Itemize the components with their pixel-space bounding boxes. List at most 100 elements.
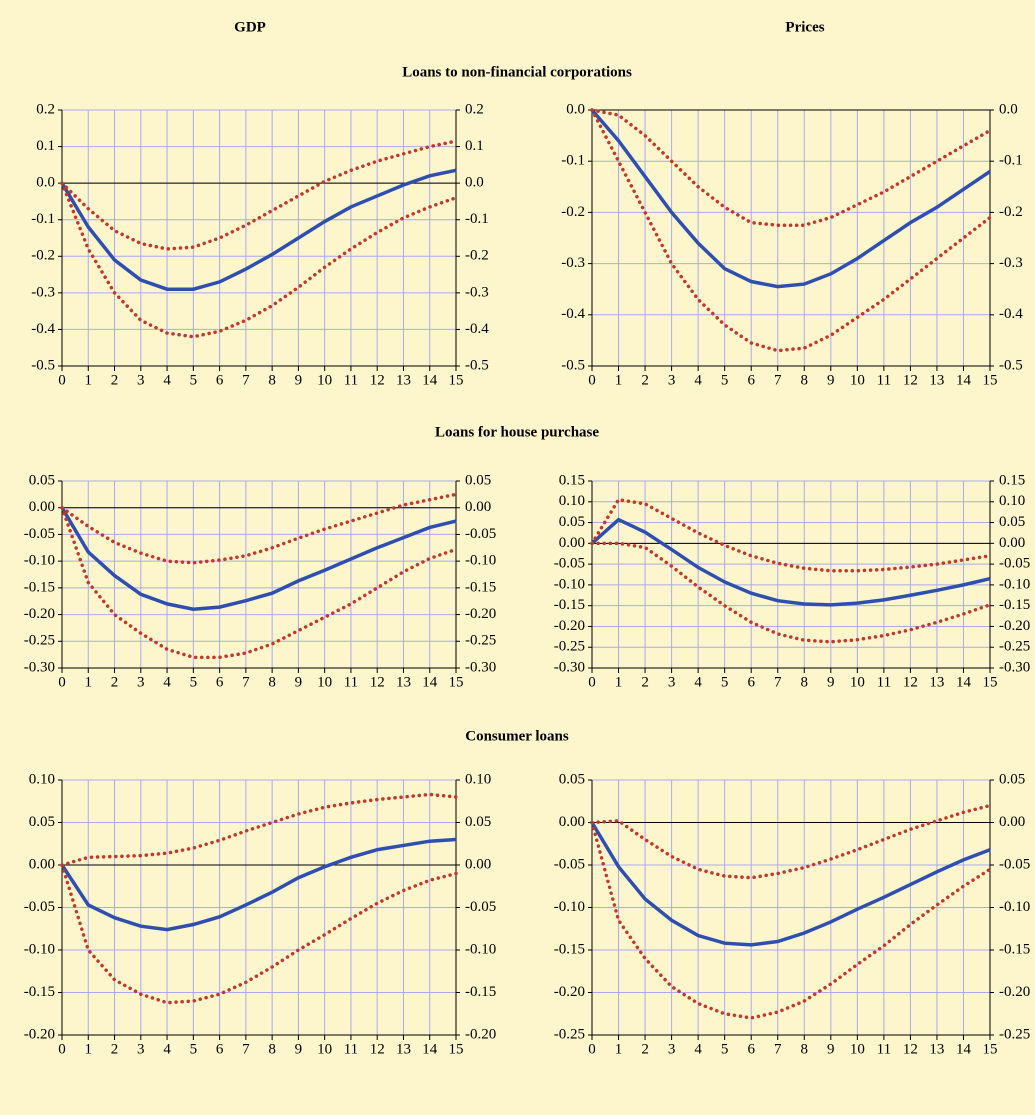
x-tick-label: 5 <box>190 674 198 690</box>
y2-tick-label: -0.5 <box>465 357 489 373</box>
x-tick-label: 13 <box>929 674 944 690</box>
y-tick-label: 0.10 <box>559 493 585 509</box>
x-tick-label: 14 <box>956 1041 972 1057</box>
y-tick-label: 0.00 <box>29 856 55 872</box>
y2-tick-label: 0.05 <box>999 514 1025 530</box>
y2-tick-label: -0.20 <box>999 618 1030 634</box>
series-line <box>590 517 991 607</box>
y-tick-label: -0.25 <box>554 639 585 655</box>
x-tick-label: 2 <box>111 372 119 388</box>
y-tick-label: -0.10 <box>24 553 55 569</box>
y-tick-label: -0.15 <box>554 597 585 613</box>
y2-tick-label: -0.05 <box>999 856 1030 872</box>
y-tick-label: -0.3 <box>31 284 55 300</box>
x-tick-label: 0 <box>58 372 66 388</box>
y-tick-label: -0.15 <box>24 579 55 595</box>
column-title: Prices <box>785 19 824 35</box>
x-tick-label: 12 <box>903 674 918 690</box>
y2-tick-label: 0.0 <box>999 101 1018 117</box>
x-tick-label: 2 <box>111 674 119 690</box>
x-tick-label: 4 <box>163 372 171 388</box>
x-tick-label: 5 <box>190 372 198 388</box>
x-tick-label: 10 <box>317 674 332 690</box>
x-tick-label: 15 <box>983 372 998 388</box>
y2-tick-label: -0.1 <box>999 153 1023 169</box>
y2-tick-label: 0.0 <box>465 175 484 191</box>
y2-tick-label: 0.15 <box>999 472 1025 488</box>
y-tick-label: -0.30 <box>554 659 585 675</box>
y-tick-label: 0.10 <box>29 771 55 787</box>
x-tick-label: 10 <box>850 674 865 690</box>
x-tick-label: 15 <box>449 1041 464 1057</box>
series-line <box>590 541 992 644</box>
y-tick-label: -0.4 <box>31 321 55 337</box>
x-tick-label: 7 <box>242 372 250 388</box>
x-tick-label: 11 <box>344 1041 358 1057</box>
y2-tick-label: -0.10 <box>999 576 1030 592</box>
column-title: GDP <box>234 19 266 35</box>
y-tick-label: 0.05 <box>29 472 55 488</box>
x-tick-label: 9 <box>827 372 835 388</box>
y-tick-label: -0.1 <box>561 153 585 169</box>
row-title: Consumer loans <box>465 728 569 744</box>
y-tick-label: 0.05 <box>29 814 55 830</box>
x-tick-label: 3 <box>668 372 676 388</box>
x-tick-label: 6 <box>216 674 224 690</box>
x-tick-label: 12 <box>903 372 918 388</box>
x-tick-label: 0 <box>588 674 596 690</box>
y2-tick-label: -0.25 <box>465 633 496 649</box>
x-tick-label: 12 <box>370 1041 385 1057</box>
y2-tick-label: -0.30 <box>465 659 496 675</box>
x-tick-label: 9 <box>295 1041 303 1057</box>
x-tick-label: 15 <box>449 674 464 690</box>
x-tick-label: 9 <box>827 674 835 690</box>
series-line <box>60 863 458 1005</box>
x-tick-label: 8 <box>268 372 276 388</box>
y-tick-label: 0.05 <box>559 771 585 787</box>
y2-tick-label: -0.25 <box>999 1026 1030 1042</box>
y-tick-label: -0.10 <box>554 576 585 592</box>
x-tick-label: 9 <box>295 372 303 388</box>
y-tick-label: 0.00 <box>559 814 585 830</box>
x-tick-label: 15 <box>983 674 998 690</box>
x-tick-label: 7 <box>774 674 782 690</box>
y-tick-label: -0.15 <box>554 941 585 957</box>
x-tick-label: 15 <box>983 1041 998 1057</box>
y-tick-label: 0.0 <box>36 175 55 191</box>
series-line <box>60 168 457 291</box>
x-tick-label: 14 <box>422 674 438 690</box>
x-tick-label: 11 <box>877 372 891 388</box>
y-tick-label: -0.25 <box>554 1026 585 1042</box>
series-line <box>60 139 458 251</box>
y2-tick-label: 0.10 <box>999 493 1025 509</box>
y-tick-label: 0.1 <box>36 138 55 154</box>
series-line <box>60 181 458 339</box>
x-tick-label: 12 <box>370 372 385 388</box>
y-tick-label: -0.20 <box>24 1026 55 1042</box>
x-tick-label: 15 <box>449 372 464 388</box>
x-tick-label: 9 <box>827 1041 835 1057</box>
x-tick-label: 3 <box>668 1041 676 1057</box>
y2-tick-label: 0.00 <box>999 535 1025 551</box>
y2-tick-label: 0.05 <box>999 771 1025 787</box>
x-tick-label: 1 <box>85 1041 93 1057</box>
series-line <box>590 108 992 227</box>
y-tick-label: -0.05 <box>554 556 585 572</box>
x-tick-label: 11 <box>877 674 891 690</box>
x-tick-label: 5 <box>721 1041 729 1057</box>
x-tick-label: 7 <box>242 674 250 690</box>
x-tick-label: 1 <box>615 372 623 388</box>
y-tick-label: -0.05 <box>24 526 55 542</box>
y-tick-label: -0.10 <box>554 899 585 915</box>
y-tick-label: -0.2 <box>561 204 585 220</box>
x-tick-label: 6 <box>216 372 224 388</box>
y2-tick-label: -0.2 <box>465 248 489 264</box>
y2-tick-label: -0.15 <box>999 941 1030 957</box>
x-tick-label: 12 <box>903 1041 918 1057</box>
x-tick-label: 5 <box>721 674 729 690</box>
x-tick-label: 1 <box>85 674 93 690</box>
y-tick-label: -0.25 <box>24 633 55 649</box>
y2-tick-label: -0.4 <box>999 306 1023 322</box>
x-tick-label: 4 <box>694 1041 702 1057</box>
